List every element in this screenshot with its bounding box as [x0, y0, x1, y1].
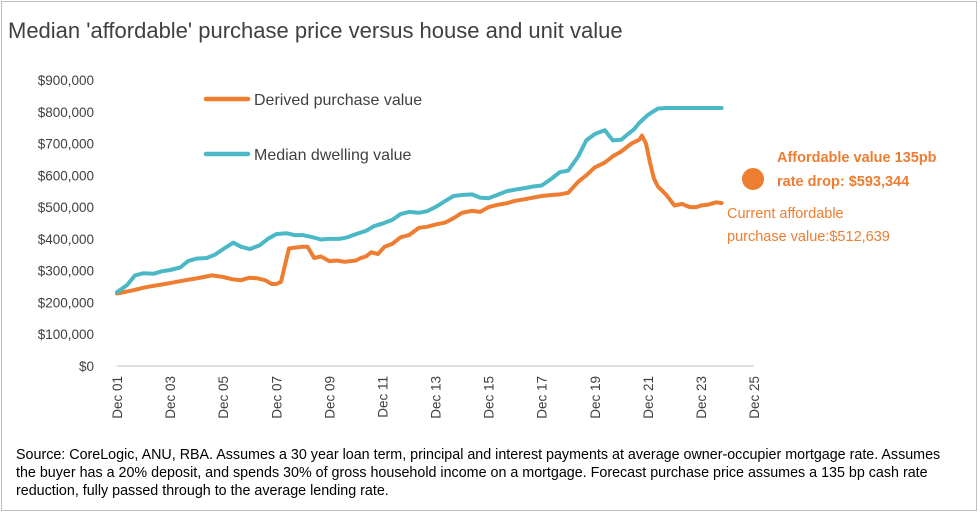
x-tick-label: Dec 07	[269, 376, 284, 419]
y-tick-label: $300,000	[38, 264, 94, 279]
x-tick-label: Dec 25	[747, 376, 762, 419]
x-tick-label: Dec 15	[482, 376, 497, 419]
legend-label-derived: Derived purchase value	[254, 92, 422, 109]
y-tick-label: $700,000	[38, 137, 94, 152]
series-line-median-dwelling-value	[115, 106, 724, 295]
series-line-derived-purchase-value	[115, 133, 724, 296]
y-tick-label: $200,000	[38, 295, 94, 310]
x-tick-label: Dec 21	[641, 376, 656, 419]
x-tick-label: Dec 13	[429, 376, 444, 419]
y-tick-label: $0	[79, 359, 94, 374]
y-tick-label: $600,000	[38, 168, 94, 183]
x-tick-label: Dec 17	[535, 376, 550, 419]
x-tick-label: Dec 11	[375, 376, 390, 418]
legend: Derived purchase value Median dwelling v…	[203, 92, 422, 164]
y-axis-labels: $0 $100,000 $200,000 $300,000 $400,000 $500,0…	[38, 73, 94, 374]
x-tick-label: Dec 09	[322, 376, 337, 419]
source-note: Source: CoreLogic, ANU, RBA. Assumes a 3…	[16, 447, 941, 499]
forecast-annotation-line2: rate drop: $593,344	[777, 174, 909, 190]
y-tick-label: $400,000	[38, 232, 94, 247]
y-tick-label: $800,000	[38, 105, 94, 120]
forecast-point-marker	[742, 168, 764, 190]
x-axis-labels: Dec 01 Dec 03 Dec 05 Dec 07 Dec 09 Dec 11 Dec …	[110, 376, 762, 419]
x-tick-label: Dec 19	[588, 376, 603, 419]
current-value-annotation-line2: purchase value:$512,639	[727, 229, 890, 245]
legend-label-median: Median dwelling value	[254, 147, 412, 164]
current-value-annotation-line1: Current affordable	[727, 206, 844, 222]
y-tick-label: $900,000	[38, 73, 94, 88]
x-tick-label: Dec 01	[110, 376, 125, 419]
y-tick-label: $500,000	[38, 200, 94, 215]
series-lines	[115, 106, 724, 296]
y-tick-label: $100,000	[38, 327, 94, 342]
x-tick-label: Dec 03	[163, 376, 178, 419]
x-tick-label: Dec 23	[694, 376, 709, 419]
forecast-annotation-line1: Affordable value 135pb	[777, 150, 937, 166]
x-tick-label: Dec 05	[216, 376, 231, 419]
chart-title: Median 'affordable' purchase price versu…	[8, 18, 623, 43]
